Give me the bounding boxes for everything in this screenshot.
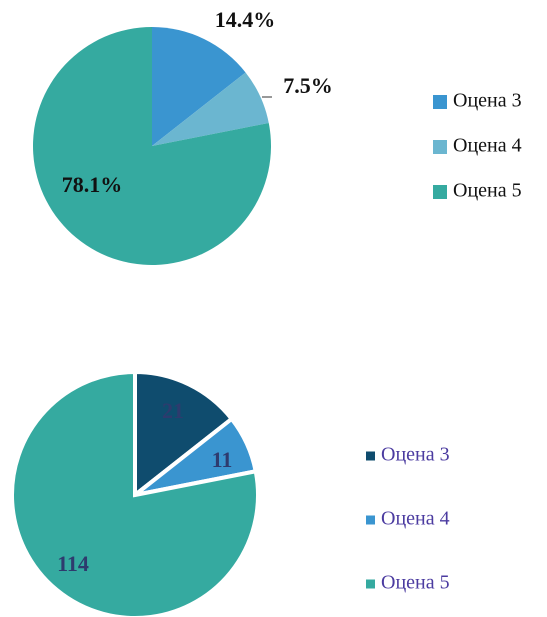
data-label: 78.1%: [62, 172, 123, 197]
legend-label: Оцена 3: [381, 444, 450, 466]
pie-slice: [10, 369, 260, 617]
data-label: 14.4%: [215, 7, 276, 32]
legend-swatch: [366, 515, 375, 525]
legend-label: Оцена 5: [381, 572, 450, 594]
legend-label: Оцена 4: [381, 508, 450, 530]
data-label: 7.5%: [283, 73, 333, 98]
legend-swatch: [433, 140, 447, 154]
data-label: 11: [212, 447, 233, 472]
legend-swatch: [433, 185, 447, 199]
legend-label: Оцена 3: [453, 90, 522, 112]
data-label: 21: [162, 398, 184, 423]
pie-slice: [33, 27, 272, 265]
data-label: 114: [57, 551, 89, 576]
pie-slice: [152, 72, 269, 146]
pie-slice: [152, 27, 246, 146]
legend-swatch: [366, 451, 375, 461]
legend-swatch: [366, 579, 375, 589]
legend-label: Оцена 5: [453, 180, 522, 202]
legend-swatch: [433, 95, 447, 109]
pie-slice: [133, 369, 235, 500]
legend-label: Оцена 4: [453, 135, 522, 157]
